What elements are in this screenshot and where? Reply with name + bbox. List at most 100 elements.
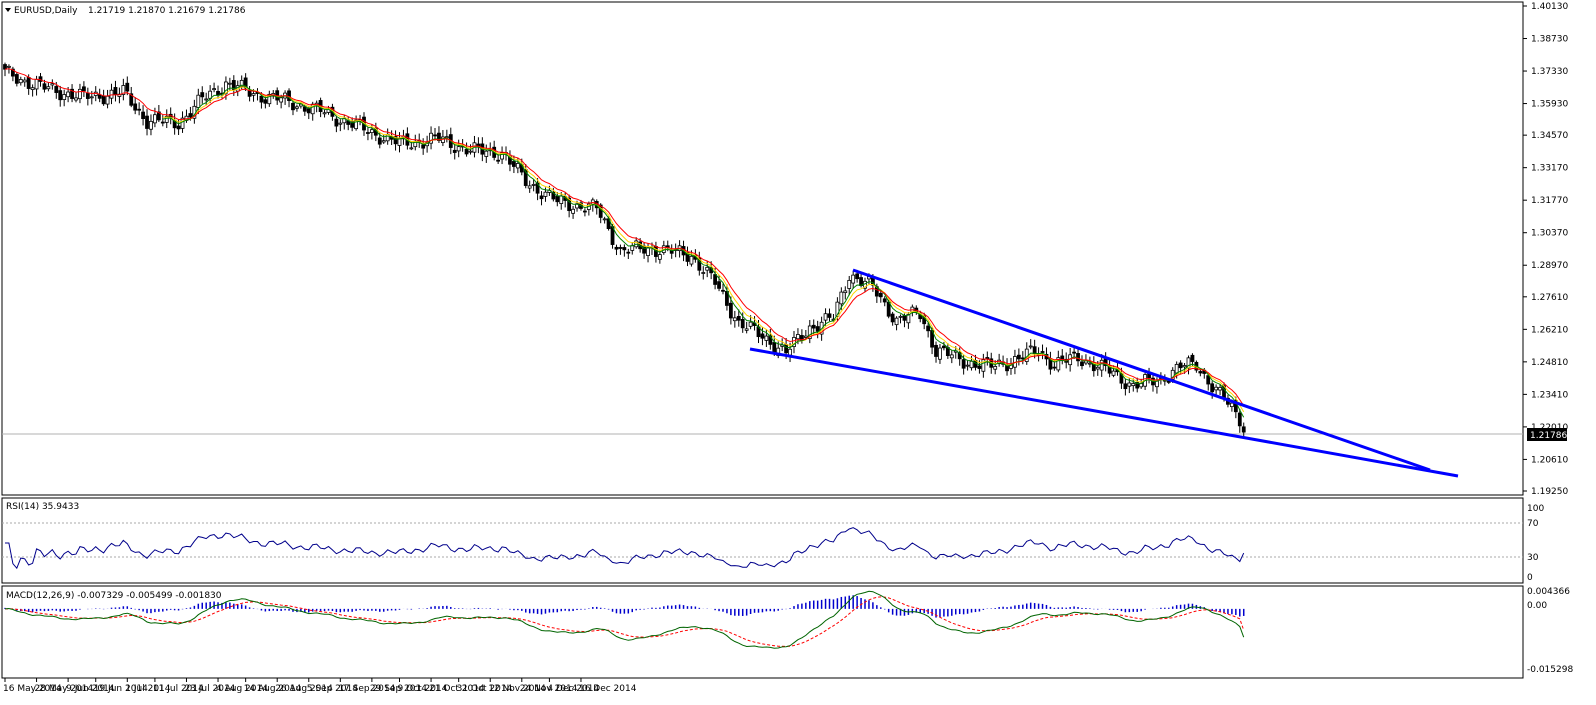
- candle[interactable]: [744, 321, 749, 334]
- candle[interactable]: [1119, 367, 1124, 389]
- candle[interactable]: [890, 311, 895, 326]
- candle[interactable]: [200, 86, 205, 104]
- candle[interactable]: [965, 359, 970, 371]
- candle[interactable]: [807, 320, 812, 344]
- candle[interactable]: [145, 109, 149, 136]
- candle[interactable]: [1182, 362, 1187, 374]
- candle[interactable]: [291, 100, 295, 116]
- candle[interactable]: [839, 287, 844, 310]
- candle[interactable]: [85, 87, 90, 106]
- dropdown-triangle-icon[interactable]: [5, 8, 11, 12]
- candle[interactable]: [156, 105, 161, 123]
- candle[interactable]: [350, 117, 355, 132]
- candle[interactable]: [697, 251, 702, 276]
- candle[interactable]: [539, 191, 544, 206]
- candle[interactable]: [1198, 369, 1203, 377]
- candle[interactable]: [354, 115, 359, 131]
- candle[interactable]: [149, 114, 153, 136]
- candle[interactable]: [437, 126, 441, 144]
- candle[interactable]: [421, 138, 426, 155]
- candle[interactable]: [70, 84, 74, 103]
- candle[interactable]: [827, 308, 832, 322]
- macd-panel[interactable]: MACD(12,26,9) -0.007329 -0.005499 -0.001…: [1, 585, 1573, 679]
- candle[interactable]: [728, 296, 733, 325]
- candle[interactable]: [1131, 378, 1136, 392]
- candle[interactable]: [926, 322, 931, 338]
- wedge-upper-trendline[interactable]: [852, 268, 1431, 472]
- candle[interactable]: [141, 105, 145, 126]
- candle[interactable]: [713, 267, 717, 290]
- candle[interactable]: [1123, 378, 1128, 396]
- candle[interactable]: [1237, 408, 1242, 433]
- candle[interactable]: [689, 250, 694, 267]
- candle[interactable]: [295, 104, 299, 112]
- candle[interactable]: [567, 194, 572, 218]
- candle[interactable]: [949, 350, 954, 364]
- candle[interactable]: [622, 244, 627, 257]
- candle[interactable]: [500, 146, 504, 165]
- candle[interactable]: [46, 82, 51, 92]
- candle[interactable]: [1040, 344, 1045, 360]
- candle[interactable]: [133, 97, 138, 115]
- candle[interactable]: [1178, 360, 1183, 375]
- candle[interactable]: [78, 83, 82, 104]
- candle[interactable]: [50, 79, 55, 90]
- candle[interactable]: [993, 360, 998, 375]
- candle[interactable]: [1135, 377, 1140, 393]
- candle[interactable]: [267, 90, 272, 107]
- candle[interactable]: [882, 296, 887, 307]
- candle[interactable]: [1028, 339, 1033, 350]
- candle[interactable]: [851, 270, 856, 289]
- candle[interactable]: [701, 266, 706, 280]
- candle[interactable]: [30, 84, 35, 97]
- candle[interactable]: [322, 109, 327, 118]
- candle[interactable]: [464, 142, 469, 157]
- candle[interactable]: [894, 316, 899, 331]
- candle[interactable]: [732, 310, 737, 328]
- candle[interactable]: [847, 275, 852, 296]
- candle[interactable]: [212, 82, 216, 93]
- candle[interactable]: [243, 73, 248, 92]
- candle[interactable]: [942, 341, 946, 351]
- candle[interactable]: [1099, 354, 1104, 377]
- candle[interactable]: [334, 115, 339, 133]
- candle[interactable]: [1016, 348, 1021, 366]
- candle[interactable]: [618, 244, 623, 255]
- candle[interactable]: [338, 119, 343, 132]
- candle[interactable]: [685, 246, 690, 267]
- candle[interactable]: [227, 77, 232, 92]
- candle[interactable]: [843, 286, 848, 300]
- candle[interactable]: [614, 244, 619, 256]
- candle[interactable]: [898, 314, 903, 324]
- candle[interactable]: [748, 315, 753, 330]
- candle[interactable]: [1080, 355, 1084, 370]
- candle[interactable]: [717, 274, 721, 292]
- candle[interactable]: [527, 180, 532, 193]
- candle[interactable]: [196, 88, 201, 115]
- price-panel[interactable]: [1, 1, 1524, 496]
- candle[interactable]: [1206, 373, 1211, 391]
- candle[interactable]: [204, 92, 209, 106]
- rsi-panel[interactable]: RSI(14) 35.9433 100 70 30 0: [1, 497, 1544, 584]
- candle[interactable]: [42, 79, 47, 93]
- candle[interactable]: [736, 309, 741, 327]
- candle[interactable]: [125, 76, 130, 96]
- candle[interactable]: [393, 130, 398, 151]
- candle[interactable]: [10, 66, 15, 82]
- candle[interactable]: [811, 319, 816, 335]
- candle[interactable]: [129, 86, 134, 108]
- candle[interactable]: [531, 179, 536, 192]
- candle[interactable]: [938, 344, 942, 364]
- candle[interactable]: [366, 127, 370, 141]
- candle[interactable]: [934, 341, 938, 363]
- candle[interactable]: [1214, 384, 1219, 397]
- candle[interactable]: [121, 78, 126, 101]
- candle[interactable]: [452, 143, 457, 160]
- candle[interactable]: [137, 102, 142, 116]
- candle[interactable]: [981, 353, 986, 378]
- candle[interactable]: [74, 92, 78, 103]
- candle[interactable]: [768, 328, 773, 350]
- candle[interactable]: [14, 71, 19, 87]
- candle[interactable]: [62, 89, 67, 107]
